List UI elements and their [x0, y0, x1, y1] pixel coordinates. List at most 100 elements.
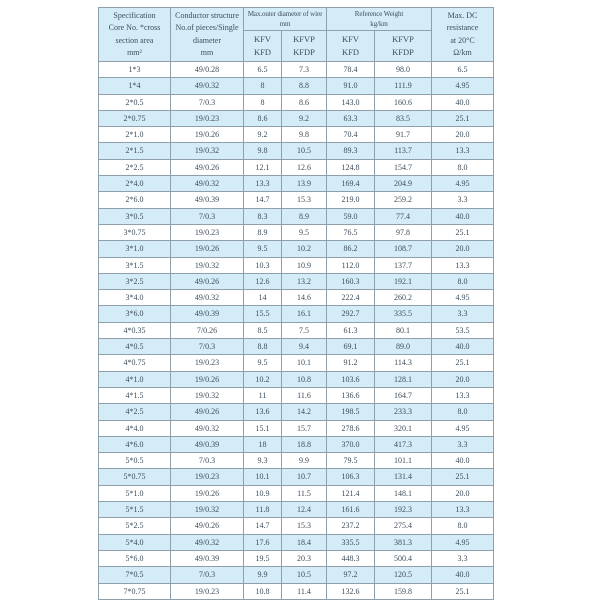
- table-cell: 9.9: [243, 566, 282, 584]
- table-cell: 19/0.32: [170, 501, 244, 519]
- table-cell: 164.7: [374, 386, 432, 405]
- table-cell: 320.1: [374, 419, 432, 437]
- table-cell: 7/0.3: [170, 566, 244, 584]
- table-cell: 5*1.0: [98, 484, 171, 503]
- header-group-reference-weight: Reference Weight kg/km: [326, 7, 432, 31]
- table-cell: 14.2: [281, 403, 327, 421]
- table-cell: 70.4: [326, 126, 375, 144]
- table-cell: 49/0.26: [170, 272, 244, 291]
- table-cell: 2*0.5: [98, 93, 171, 111]
- table-cell: 13.3: [243, 175, 282, 193]
- table-cell: 49/0.28: [170, 60, 244, 79]
- table-cell: 89.0: [374, 338, 432, 356]
- table-cell: 3.3: [431, 549, 494, 568]
- table-cell: 77.4: [374, 207, 432, 225]
- table-cell: 8.3: [243, 207, 282, 225]
- table-cell: 2*4.0: [98, 175, 171, 193]
- table-cell: 7/0.3: [170, 452, 244, 470]
- table-cell: 11: [243, 386, 282, 405]
- table-cell: 15.7: [281, 419, 327, 437]
- table-cell: 275.4: [374, 517, 432, 535]
- table-cell: 9.5: [281, 223, 327, 242]
- table-cell: 6.5: [431, 60, 494, 79]
- table-cell: 7*0.75: [98, 582, 171, 600]
- header-conductor-structure: Conductor structure No.of pieces/Single …: [170, 7, 244, 62]
- table-row: 5*0.5 7/0.3 9.3 9.9 79.5 101.1 40.0: [98, 452, 494, 470]
- table-cell: 500.4: [374, 549, 432, 568]
- table-cell: 3*4.0: [98, 289, 171, 307]
- table-cell: 260.2: [374, 289, 432, 307]
- table-cell: 49/0.32: [170, 175, 244, 193]
- table-cell: 108.7: [374, 240, 432, 258]
- table-cell: 12.6: [243, 272, 282, 291]
- table-cell: 19/0.26: [170, 370, 244, 388]
- table-row: 4*0.5 7/0.3 8.8 9.4 69.1 89.0 40.0: [98, 338, 494, 356]
- table-cell: 103.6: [326, 370, 375, 388]
- table-cell: 233.3: [374, 403, 432, 421]
- table-cell: 19/0.23: [170, 582, 244, 600]
- table-cell: 3*1.5: [98, 256, 171, 274]
- table-cell: 11.5: [281, 484, 327, 503]
- table-cell: 3*2.5: [98, 272, 171, 291]
- table-cell: 18.4: [281, 533, 327, 551]
- table-cell: 13.3: [431, 256, 494, 274]
- table-cell: 9.2: [281, 109, 327, 128]
- table-cell: 5*0.75: [98, 468, 171, 486]
- table-row: 4*6.0 49/0.39 18 18.8 370.0 417.3 3.3: [98, 435, 494, 454]
- table-cell: 4*0.35: [98, 321, 171, 340]
- table-cell: 20.0: [431, 484, 494, 503]
- table-cell: 98.0: [374, 60, 432, 79]
- table-cell: 19/0.23: [170, 468, 244, 486]
- table-cell: 8.9: [243, 223, 282, 242]
- table-cell: 20.0: [431, 240, 494, 258]
- table-cell: 3*0.75: [98, 223, 171, 242]
- table-cell: 11.8: [243, 501, 282, 519]
- table-cell: 25.1: [431, 223, 494, 242]
- table-cell: 143.0: [326, 93, 375, 111]
- table-row: 4*2.5 49/0.26 13.6 14.2 198.5 233.3 8.0: [98, 403, 494, 421]
- table-cell: 7/0.3: [170, 207, 244, 225]
- table-cell: 9.8: [281, 126, 327, 144]
- table-cell: 83.5: [374, 109, 432, 128]
- table-cell: 114.3: [374, 354, 432, 372]
- table-cell: 49/0.26: [170, 158, 244, 177]
- table-cell: 160.6: [374, 93, 432, 111]
- table-cell: 10.5: [281, 142, 327, 160]
- table-cell: 9.5: [243, 354, 282, 372]
- table-cell: 11.4: [281, 582, 327, 600]
- table-cell: 4.95: [431, 419, 494, 437]
- table-row: 2*2.5 49/0.26 12.1 12.6 124.8 154.7 8.0: [98, 158, 494, 177]
- table-cell: 13.6: [243, 403, 282, 421]
- table-cell: 4.95: [431, 533, 494, 551]
- table-cell: 19/0.32: [170, 386, 244, 405]
- header-diameter-kfvp-kfdp: KFVP KFDP: [281, 30, 327, 62]
- table-row: 2*0.5 7/0.3 8 8.6 143.0 160.6 40.0: [98, 93, 494, 111]
- table-cell: 10.2: [243, 370, 282, 388]
- table-cell: 20.3: [281, 549, 327, 568]
- table-cell: 14.6: [281, 289, 327, 307]
- table-cell: 7*0.5: [98, 566, 171, 584]
- table-cell: 16.1: [281, 305, 327, 323]
- table-cell: 10.8: [243, 582, 282, 600]
- table-cell: 10.5: [281, 566, 327, 584]
- table-cell: 49/0.32: [170, 77, 244, 95]
- table-cell: 192.1: [374, 272, 432, 291]
- table-cell: 4*6.0: [98, 435, 171, 454]
- table-cell: 335.5: [374, 305, 432, 323]
- table-cell: 7/0.3: [170, 93, 244, 111]
- table-cell: 381.3: [374, 533, 432, 551]
- table-cell: 97.2: [326, 566, 375, 584]
- table-cell: 49/0.39: [170, 435, 244, 454]
- table-cell: 6.5: [243, 60, 282, 79]
- table-cell: 69.1: [326, 338, 375, 356]
- table-row: 2*1.0 19/0.26 9.2 9.8 70.4 91.7 20.0: [98, 126, 494, 144]
- table-cell: 19/0.32: [170, 142, 244, 160]
- table-cell: 8: [243, 77, 282, 95]
- spec-table-header: Specification Core No. *cross section ar…: [98, 7, 494, 62]
- table-cell: 4*0.75: [98, 354, 171, 372]
- table-row: 5*4.0 49/0.32 17.6 18.4 335.5 381.3 4.95: [98, 533, 494, 551]
- table-cell: 5*6.0: [98, 549, 171, 568]
- table-cell: 25.1: [431, 468, 494, 486]
- table-cell: 10.2: [281, 240, 327, 258]
